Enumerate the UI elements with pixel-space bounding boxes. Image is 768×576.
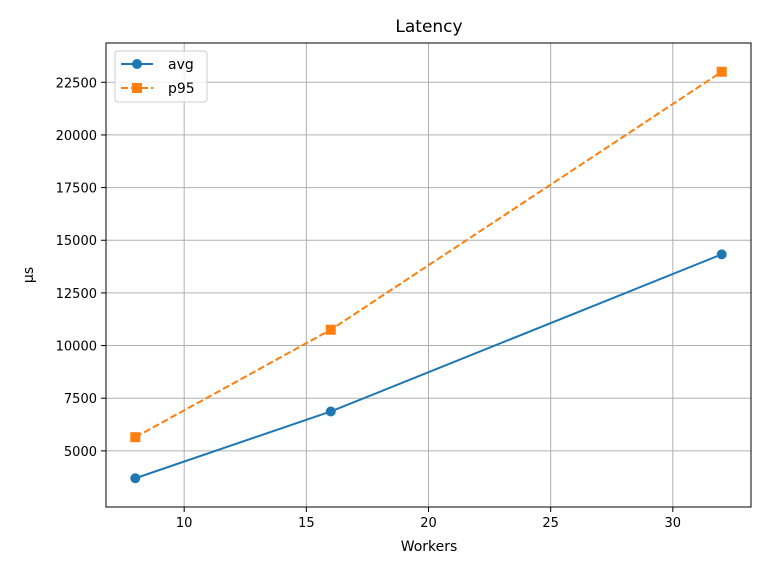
x-tick-label: 15 xyxy=(298,516,315,531)
x-tick-label: 20 xyxy=(420,516,437,531)
legend-marker xyxy=(132,83,142,93)
data-point xyxy=(716,66,727,77)
x-tick-label: 10 xyxy=(176,516,193,531)
legend-label: p95 xyxy=(168,81,195,97)
series-p95 xyxy=(130,66,727,443)
y-tick-label: 10000 xyxy=(56,340,97,355)
y-tick-label: 5000 xyxy=(64,445,97,460)
series-layer xyxy=(130,66,727,484)
x-tick-label: 30 xyxy=(665,516,682,531)
y-tick-label: 12500 xyxy=(56,287,97,302)
grid xyxy=(106,43,751,507)
y-axis-title: µs xyxy=(21,267,37,283)
series-avg xyxy=(130,249,727,484)
legend-marker xyxy=(132,59,142,69)
legend-label: avg xyxy=(168,57,194,73)
y-tick-label: 7500 xyxy=(64,392,97,407)
data-point xyxy=(716,249,727,260)
legend-item-p95: p95 xyxy=(121,81,195,97)
legend: avg p95 xyxy=(114,50,208,103)
legend-item-avg: avg xyxy=(121,57,194,73)
axis-ticks: 10 15 20 25 30 5000 7500 10000 12500 15000 17500 20… xyxy=(56,76,681,531)
y-tick-label: 20000 xyxy=(56,129,97,144)
y-tick-label: 15000 xyxy=(56,234,97,249)
data-point xyxy=(325,324,336,335)
x-tick-label: 25 xyxy=(542,516,559,531)
chart-title: Latency xyxy=(395,17,462,37)
x-axis-title: Workers xyxy=(401,539,458,555)
y-tick-label: 22500 xyxy=(56,76,97,91)
data-point xyxy=(130,473,141,484)
y-tick-label: 17500 xyxy=(56,182,97,197)
data-point xyxy=(130,432,141,443)
data-point xyxy=(325,406,336,417)
